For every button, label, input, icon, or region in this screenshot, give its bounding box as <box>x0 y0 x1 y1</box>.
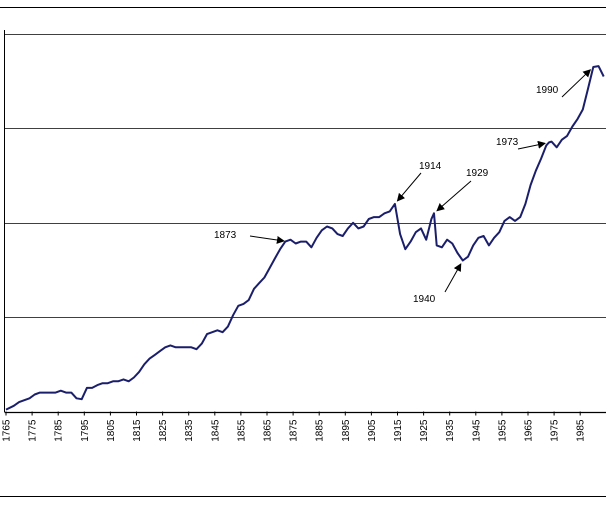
x-tick-label-1955: 1955 <box>497 419 508 442</box>
x-tick-label-1885: 1885 <box>315 419 326 442</box>
x-tick-label-1835: 1835 <box>184 419 195 442</box>
x-tick-label-1915: 1915 <box>393 419 404 442</box>
annotation-label-1990: 1990 <box>536 85 559 96</box>
x-tick-label-1925: 1925 <box>419 419 430 442</box>
x-tick-label-1795: 1795 <box>80 419 91 442</box>
annotations-group: 1873 1914 1929 1940 1973 1990 <box>214 69 592 305</box>
x-tick-label-1775: 1775 <box>28 419 39 442</box>
x-tick-label-1935: 1935 <box>445 419 456 442</box>
annotation-label-1929: 1929 <box>466 168 489 179</box>
chart-frame <box>0 7 606 497</box>
x-tick-label-1975: 1975 <box>550 419 561 442</box>
annotation-arrow-1929 <box>436 180 472 212</box>
x-tick-label-1945: 1945 <box>471 419 482 442</box>
annotation-label-1940: 1940 <box>413 294 436 305</box>
x-tick-label-1785: 1785 <box>54 419 65 442</box>
x-tick-label-1845: 1845 <box>210 419 221 442</box>
annotation-arrow-1914 <box>396 172 422 202</box>
x-tick-label-1815: 1815 <box>132 419 143 442</box>
x-tick-label-1865: 1865 <box>263 419 274 442</box>
annotation-arrow-1973 <box>517 140 546 150</box>
x-tick-label-1855: 1855 <box>236 419 247 442</box>
x-tick-label-1965: 1965 <box>524 419 535 442</box>
series-line-0 <box>5 65 605 411</box>
x-tick-label-1985: 1985 <box>576 419 587 442</box>
annotation-arrow-1940 <box>444 263 462 293</box>
annotation-arrow-1990 <box>561 69 592 98</box>
x-tick-label-1895: 1895 <box>341 419 352 442</box>
gridlines <box>4 34 606 414</box>
x-tick-label-1805: 1805 <box>106 419 117 442</box>
x-axis-ticks: 1765 1775 1785 1795 1805 1815 1825 1835 1845 1855… <box>2 411 587 442</box>
annotation-arrow-1873 <box>249 235 285 244</box>
annotation-label-1973: 1973 <box>496 137 519 148</box>
x-tick-label-1875: 1875 <box>289 419 300 442</box>
series-group <box>5 65 605 411</box>
x-tick-label-1905: 1905 <box>367 419 378 442</box>
x-tick-label-1825: 1825 <box>158 419 169 442</box>
annotation-label-1873: 1873 <box>214 230 237 241</box>
x-tick-label-1765: 1765 <box>2 419 13 442</box>
annotation-label-1914: 1914 <box>419 161 442 172</box>
